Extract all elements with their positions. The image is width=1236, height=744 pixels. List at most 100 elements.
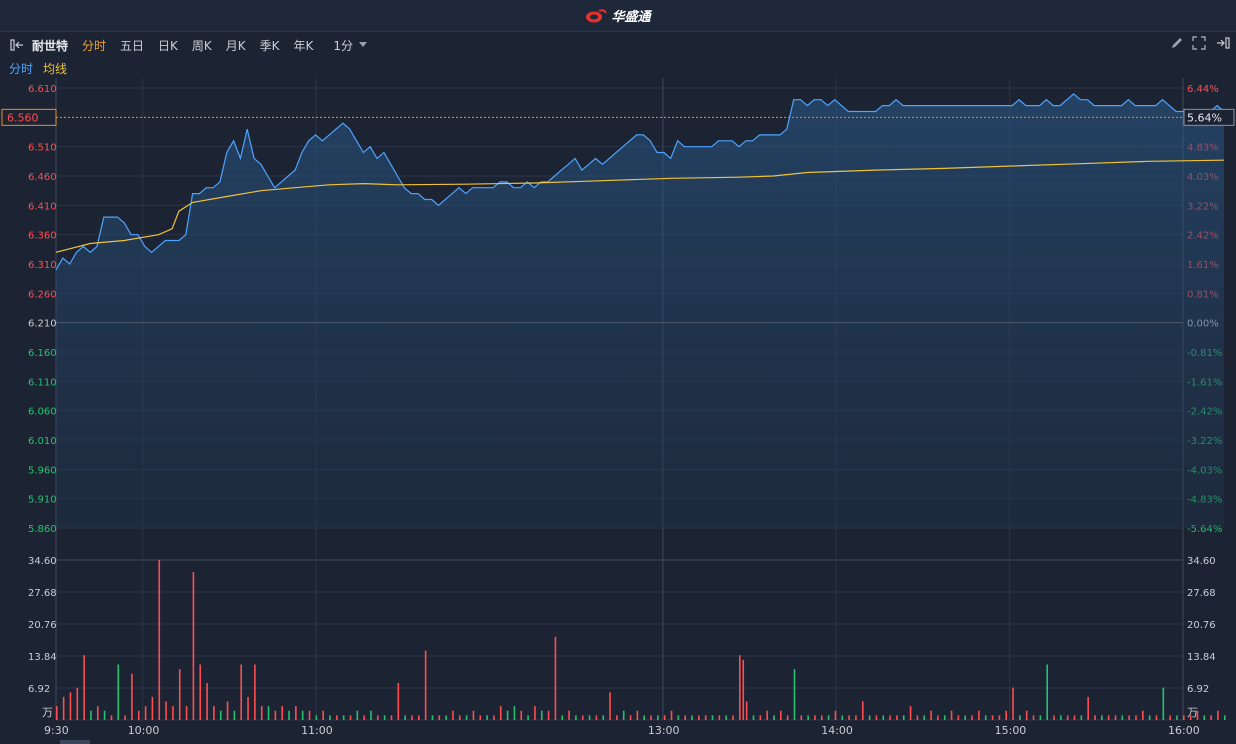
brand-logo: 华盛通 [585, 6, 651, 25]
volume-bar [1066, 715, 1069, 720]
fullscreen-icon[interactable] [1192, 36, 1206, 50]
volume-bar [964, 715, 967, 720]
volume-bar [1210, 715, 1212, 720]
volume-bar [1012, 687, 1014, 720]
volume-bar [916, 715, 919, 720]
time-tick-label: 15:00 [995, 724, 1027, 737]
collapse-left-icon[interactable] [10, 38, 26, 52]
volume-bar [827, 715, 830, 720]
volume-bar [274, 710, 277, 720]
draw-pencil-icon[interactable] [1170, 36, 1184, 50]
volume-bar [1169, 715, 1171, 720]
volume-bar [568, 710, 570, 720]
volume-bar [1142, 710, 1144, 720]
volume-tick-label: 34.60 [28, 556, 57, 567]
volume-bar [998, 715, 1001, 720]
volume-bar [930, 710, 932, 720]
volume-bar [1189, 715, 1192, 720]
tab-quarterly-k[interactable]: 季K [259, 38, 280, 53]
price-tick-label: 6.360 [28, 231, 57, 242]
volume-bar [513, 706, 516, 720]
volume-bar [56, 706, 58, 720]
volume-bar [390, 715, 393, 720]
tab-yearly-k[interactable]: 年K [293, 38, 314, 53]
volume-bar [178, 669, 181, 720]
volume-bar [322, 710, 324, 720]
volume-bar [424, 650, 427, 720]
volume-bar [493, 715, 495, 720]
volume-bar [185, 706, 188, 720]
volume-bar [83, 655, 85, 720]
price-tick-label: 6.610 [28, 84, 57, 95]
volume-bar [1053, 715, 1055, 720]
volume-bar [561, 715, 564, 720]
volume-bar [943, 715, 946, 720]
price-tick-label: 5.860 [28, 524, 57, 535]
volume-tick-label-right: 13.84 [1187, 652, 1216, 663]
price-tick-label: 6.060 [28, 407, 57, 418]
price-tick-label: 6.410 [28, 201, 57, 212]
volume-bar [677, 715, 680, 720]
volume-bar [336, 715, 338, 720]
volume-bar [288, 710, 290, 720]
volume-bar [240, 664, 243, 720]
average-line [55, 159, 1225, 253]
tab-daily-k[interactable]: 日K [158, 38, 178, 53]
tab-weekly-k[interactable]: 周K [191, 38, 212, 53]
price-tick-label: 5.960 [28, 465, 57, 476]
tab-five-day[interactable]: 五日 [120, 38, 145, 53]
volume-bar [742, 659, 745, 720]
volume-bar [192, 572, 195, 720]
volume-bar [752, 715, 755, 720]
volume-bar [718, 715, 721, 720]
top-bar: 华盛通 [0, 0, 1236, 32]
volume-bar [199, 664, 202, 720]
interval-select[interactable]: 1分 [333, 37, 368, 54]
brand-name: 华盛通 [611, 10, 651, 25]
volume-bar [295, 706, 297, 720]
volume-bar [971, 715, 973, 720]
volume-bar [219, 710, 222, 720]
volume-bar [848, 715, 850, 720]
volume-bar [807, 715, 809, 720]
volume-bar [725, 715, 727, 720]
stock-name: 耐世特 [32, 38, 69, 53]
tab-monthly-k[interactable]: 月K [225, 38, 246, 53]
collapse-right-icon[interactable] [1214, 36, 1230, 50]
volume-bar [732, 715, 734, 720]
volume-bar [1019, 715, 1021, 720]
volume-bar [868, 715, 871, 720]
time-tick-label: 11:00 [301, 724, 333, 737]
volume-bar [1094, 715, 1096, 720]
volume-bar [909, 706, 912, 720]
volume-bar [520, 710, 523, 720]
tab-intraday[interactable]: 分时 [82, 38, 107, 53]
chevron-down-icon [359, 42, 368, 47]
volume-bar [1128, 715, 1130, 720]
volume-bar [1183, 715, 1185, 720]
current-change-tag [1183, 108, 1235, 126]
volume-bar [370, 710, 372, 720]
volume-bar [670, 710, 673, 720]
volume-bar [780, 710, 782, 720]
volume-bar [1135, 715, 1137, 720]
volume-bar [342, 715, 345, 720]
volume-bar [472, 710, 475, 720]
volume-bar [704, 715, 707, 720]
volume-bar [534, 706, 536, 720]
volume-tick-label: 20.76 [28, 620, 57, 631]
volume-bar [96, 706, 99, 720]
volume-bar [923, 715, 926, 720]
volume-bar [773, 715, 775, 720]
volume-bar [267, 706, 270, 720]
volume-bar [1196, 710, 1199, 720]
volume-bar [800, 715, 803, 720]
volume-bar [213, 706, 215, 720]
volume-bar [902, 715, 905, 720]
volume-bar [62, 696, 65, 720]
volume-bar [445, 715, 447, 720]
volume-bar [588, 715, 591, 720]
volume-bar [622, 710, 625, 720]
volume-bar [479, 715, 482, 720]
